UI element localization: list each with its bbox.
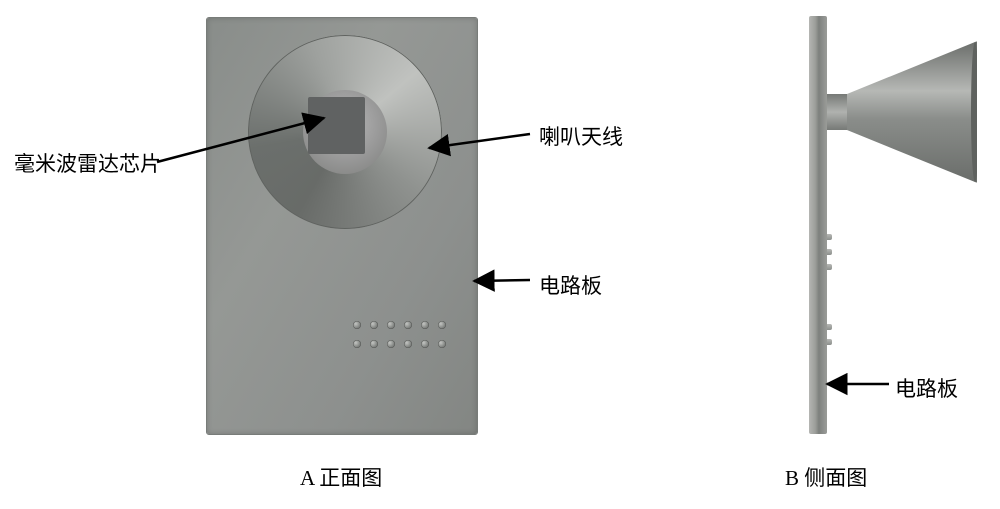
caption-front: A 正面图 bbox=[300, 462, 382, 492]
label-chip-text: 毫米波雷达芯片 bbox=[14, 152, 161, 176]
label-pcb-side: 电路板 bbox=[895, 373, 958, 403]
label-horn-text: 喇叭天线 bbox=[539, 125, 623, 149]
side-pcb bbox=[809, 16, 827, 434]
label-horn: 喇叭天线 bbox=[539, 121, 623, 151]
label-pcb-side-text: 电路板 bbox=[895, 377, 958, 401]
vias-row-2 bbox=[353, 340, 446, 348]
label-pcb-front-text: 电路板 bbox=[539, 274, 602, 298]
radar-chip bbox=[308, 97, 365, 154]
label-chip: 毫米波雷达芯片 bbox=[14, 148, 161, 178]
side-pins-upper bbox=[827, 234, 832, 279]
figure-canvas: 毫米波雷达芯片 喇叭天线 电路板 电路板 A 正面图 B 侧面图 bbox=[0, 0, 1000, 509]
vias-row-1 bbox=[353, 321, 446, 329]
caption-side: B 侧面图 bbox=[785, 462, 867, 492]
label-pcb-front: 电路板 bbox=[539, 270, 602, 300]
side-pins-lower bbox=[827, 324, 832, 354]
horn-side-view bbox=[827, 34, 977, 190]
arrow-pcb-front bbox=[474, 280, 530, 281]
